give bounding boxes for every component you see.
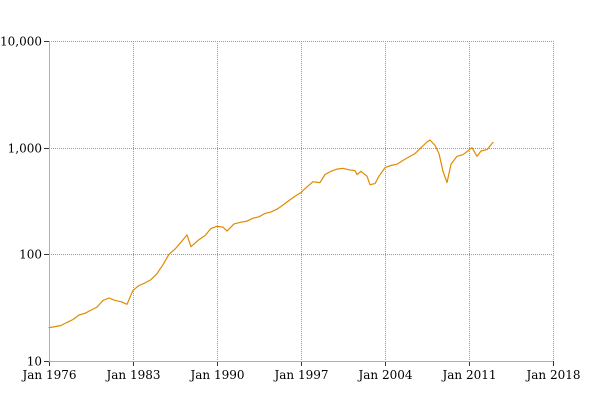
x-tick-label: Jan 1983	[104, 368, 160, 382]
x-axis-tick-labels: Jan 1976 Jan 1983 Jan 1990 Jan 1997 Jan 2004…	[20, 368, 580, 382]
y-axis-tick-labels: 10 100 1,000 10,000	[0, 35, 42, 369]
x-tick-label: Jan 1997	[272, 368, 328, 382]
x-tick-label: Jan 1990	[188, 368, 244, 382]
x-tick-label: Jan 2018	[524, 368, 580, 382]
series-line	[48, 139, 494, 329]
y-tick-label: 10,000	[0, 35, 42, 49]
y-tick-label: 100	[19, 248, 42, 262]
gridlines	[49, 41, 554, 362]
x-tick-label: Jan 2004	[356, 368, 412, 382]
x-tick-label: Jan 1976	[20, 368, 76, 382]
y-tick-label: 10	[27, 355, 42, 369]
y-tick-label: 1,000	[8, 142, 42, 156]
axes	[44, 41, 554, 366]
x-tick-label: Jan 2011	[440, 368, 496, 382]
series-lines	[48, 139, 494, 329]
